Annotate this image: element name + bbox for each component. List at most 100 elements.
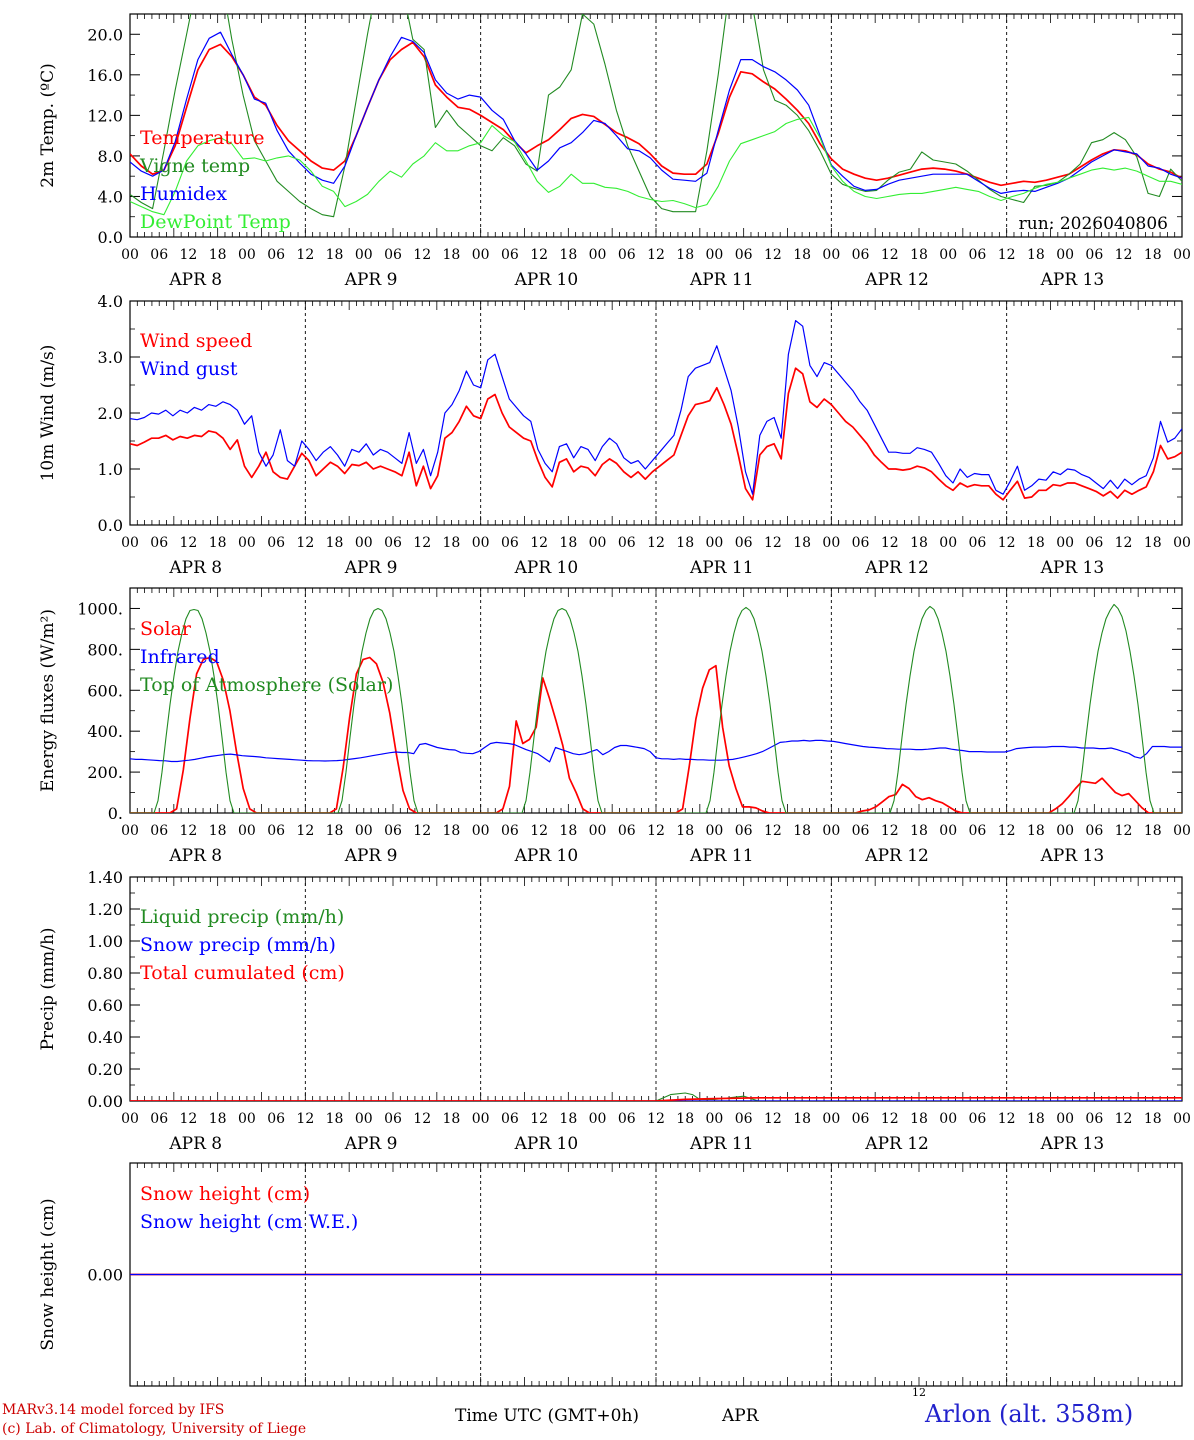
- x-hour-label: 12: [647, 535, 665, 551]
- x-hour-label: 06: [267, 1111, 285, 1127]
- x-hour-label: 18: [910, 1111, 928, 1127]
- x-day-label: APR 12: [864, 1134, 929, 1154]
- x-hour-label: 12: [180, 1111, 198, 1127]
- y-tick-label: 4.0: [98, 292, 123, 311]
- series-line-wind-gust: [130, 320, 1182, 495]
- x-hour-label: 12: [530, 247, 548, 263]
- y-tick-label: 600.: [87, 681, 123, 700]
- x-hour-label: 06: [969, 247, 987, 263]
- x-hour-label: 18: [326, 823, 344, 839]
- x-hour-label: 18: [1027, 1111, 1045, 1127]
- x-hour-label: 00: [706, 1111, 724, 1127]
- x-hour-label: 12: [530, 1111, 548, 1127]
- x-hour-label: 00: [121, 247, 139, 263]
- x-hour-label: 00: [706, 535, 724, 551]
- x-hour-label: 18: [793, 247, 811, 263]
- x-day-label: APR 9: [344, 270, 398, 290]
- x-day-label: APR 11: [689, 1134, 754, 1154]
- x-hour-label: 06: [969, 823, 987, 839]
- x-day-label: APR 13: [1040, 846, 1105, 866]
- series-line-temperature: [130, 41, 1182, 187]
- x-hour-label: 06: [1085, 535, 1103, 551]
- x-hour-label: 00: [1173, 247, 1191, 263]
- x-day-label: APR 10: [514, 558, 579, 578]
- x-hour-label: 18: [676, 1111, 694, 1127]
- x-day-label: APR 8: [168, 1134, 222, 1154]
- x-hour-label: 06: [150, 1111, 168, 1127]
- x-day-label: APR 13: [1040, 270, 1105, 290]
- y-axis-label: Precip (mm/h): [38, 927, 58, 1050]
- x-hour-label: 18: [910, 823, 928, 839]
- legend-entry: Top of Atmosphere (Solar): [140, 674, 393, 696]
- x-hour-label: 06: [735, 535, 753, 551]
- y-tick-label: 1.40: [87, 868, 123, 887]
- y-tick-label: 0.80: [87, 964, 123, 983]
- x-hour-label: 12: [413, 1111, 431, 1127]
- x-hour-label: 12: [764, 247, 782, 263]
- x-hour-label: 18: [1144, 1111, 1162, 1127]
- x-hour-label: 12: [998, 1111, 1016, 1127]
- x-hour-label: 00: [1056, 535, 1074, 551]
- x-hour-label: 12: [998, 247, 1016, 263]
- x-hour-label: 06: [969, 535, 987, 551]
- x-hour-label: 00: [589, 1111, 607, 1127]
- x-hour-label: 06: [501, 247, 519, 263]
- x-day-label: APR 11: [689, 846, 754, 866]
- x-hour-label: 18: [326, 1111, 344, 1127]
- x-hour-label: 12: [413, 535, 431, 551]
- x-hour-label: 00: [238, 535, 256, 551]
- x-hour-label: 00: [1056, 247, 1074, 263]
- legend-entry: Humidex: [140, 183, 227, 205]
- x-day-label: APR 8: [168, 270, 222, 290]
- x-hour-label: 18: [676, 823, 694, 839]
- x-hour-label: 18: [793, 1111, 811, 1127]
- x-hour-label: 00: [822, 247, 840, 263]
- x-hour-label: 12: [647, 1111, 665, 1127]
- y-tick-label: 0.20: [87, 1060, 123, 1079]
- x-hour-label: 12: [1115, 535, 1133, 551]
- x-hour-label: 00: [1056, 823, 1074, 839]
- x-day-label: APR 11: [689, 270, 754, 290]
- x-hour-label: 12: [1115, 1111, 1133, 1127]
- x-hour-label: 00: [355, 535, 373, 551]
- x-hour-label: 00: [472, 247, 490, 263]
- x-hour-label: 00: [822, 823, 840, 839]
- x-hour-label: 18: [1144, 823, 1162, 839]
- x-hour-label: 00: [939, 823, 957, 839]
- x-hour-label: 00: [238, 823, 256, 839]
- legend-entry: Total cumulated (cm): [140, 962, 345, 984]
- x-hour-label: 18: [676, 535, 694, 551]
- x-hour-label: 06: [384, 535, 402, 551]
- x-hour-label: 12: [180, 247, 198, 263]
- x-hour-label: 06: [735, 247, 753, 263]
- x-hour-label: 06: [267, 247, 285, 263]
- y-tick-label: 0.40: [87, 1028, 123, 1047]
- x-hour-label: 00: [121, 535, 139, 551]
- legend-entry: DewPoint Temp: [140, 211, 291, 233]
- x-hour-label: 00: [1173, 535, 1191, 551]
- x-hour-label: 06: [267, 535, 285, 551]
- x-hour-label: 06: [501, 1111, 519, 1127]
- x-axis-month: APR: [722, 1406, 759, 1426]
- legend-entry: Snow height (cm W.E.): [140, 1211, 358, 1233]
- y-tick-label: 0.00: [87, 1092, 123, 1111]
- x-hour-label: 18: [443, 1111, 461, 1127]
- x-hour-label: 00: [1173, 823, 1191, 839]
- x-hour-label: 12: [764, 535, 782, 551]
- x-hour-label: 06: [501, 823, 519, 839]
- x-hour-label: 18: [209, 823, 227, 839]
- x-hour-label: 00: [589, 823, 607, 839]
- station-label: Arlon (alt. 358m): [925, 1400, 1134, 1428]
- x-day-label: APR 9: [344, 846, 398, 866]
- legend-entry: Snow precip (mm/h): [140, 934, 336, 956]
- x-hour-label: 18: [1027, 823, 1045, 839]
- x-hour-label: 06: [618, 535, 636, 551]
- x-hour-label: 18: [209, 1111, 227, 1127]
- x-hour-label: 18: [209, 247, 227, 263]
- x-hour-label: 18: [676, 247, 694, 263]
- x-hour-label: 18: [1027, 535, 1045, 551]
- x-day-label: APR 12: [864, 846, 929, 866]
- x-hour-label: 06: [618, 247, 636, 263]
- x-hour-label: 18: [326, 535, 344, 551]
- x-hour-label: 06: [735, 1111, 753, 1127]
